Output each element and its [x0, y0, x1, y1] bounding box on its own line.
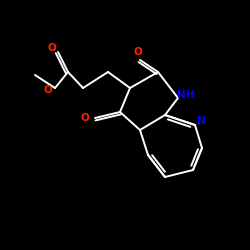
Text: NH: NH: [178, 90, 195, 100]
Text: N: N: [197, 116, 205, 126]
Text: O: O: [48, 43, 56, 53]
Text: O: O: [80, 113, 90, 123]
Text: O: O: [134, 47, 142, 57]
Text: O: O: [44, 85, 52, 95]
